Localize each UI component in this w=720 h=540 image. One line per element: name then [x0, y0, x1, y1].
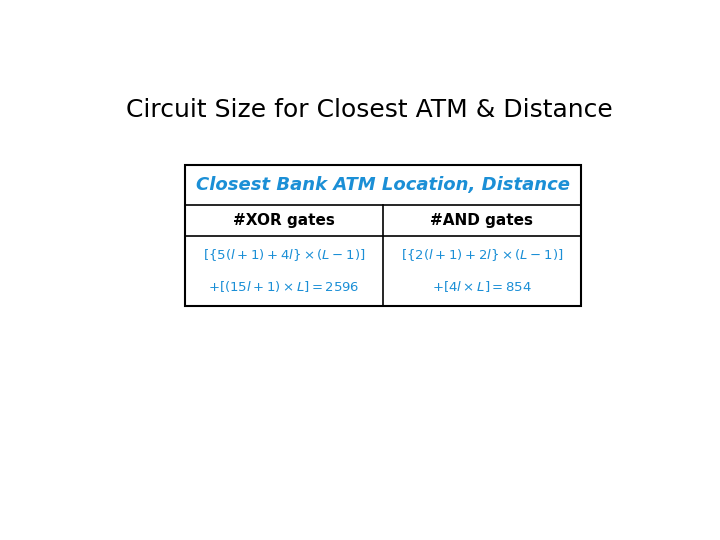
Text: #XOR gates: #XOR gates	[233, 213, 335, 228]
Text: $[\{5(l+1)+4l\} \times (L-1)]$: $[\{5(l+1)+4l\} \times (L-1)]$	[203, 247, 365, 263]
Text: $+[(15l+1) \times L] = 2596$: $+[(15l+1) \times L] = 2596$	[208, 279, 359, 294]
Text: $+[4l \times L] = 854$: $+[4l \times L] = 854$	[432, 279, 532, 294]
Text: Circuit Size for Closest ATM & Distance: Circuit Size for Closest ATM & Distance	[125, 98, 613, 122]
Text: $[\{2(l+1)+2l\} \times (L-1)]$: $[\{2(l+1)+2l\} \times (L-1)]$	[401, 247, 563, 263]
Text: #AND gates: #AND gates	[431, 213, 534, 228]
Text: Closest Bank ATM Location, Distance: Closest Bank ATM Location, Distance	[196, 176, 570, 194]
